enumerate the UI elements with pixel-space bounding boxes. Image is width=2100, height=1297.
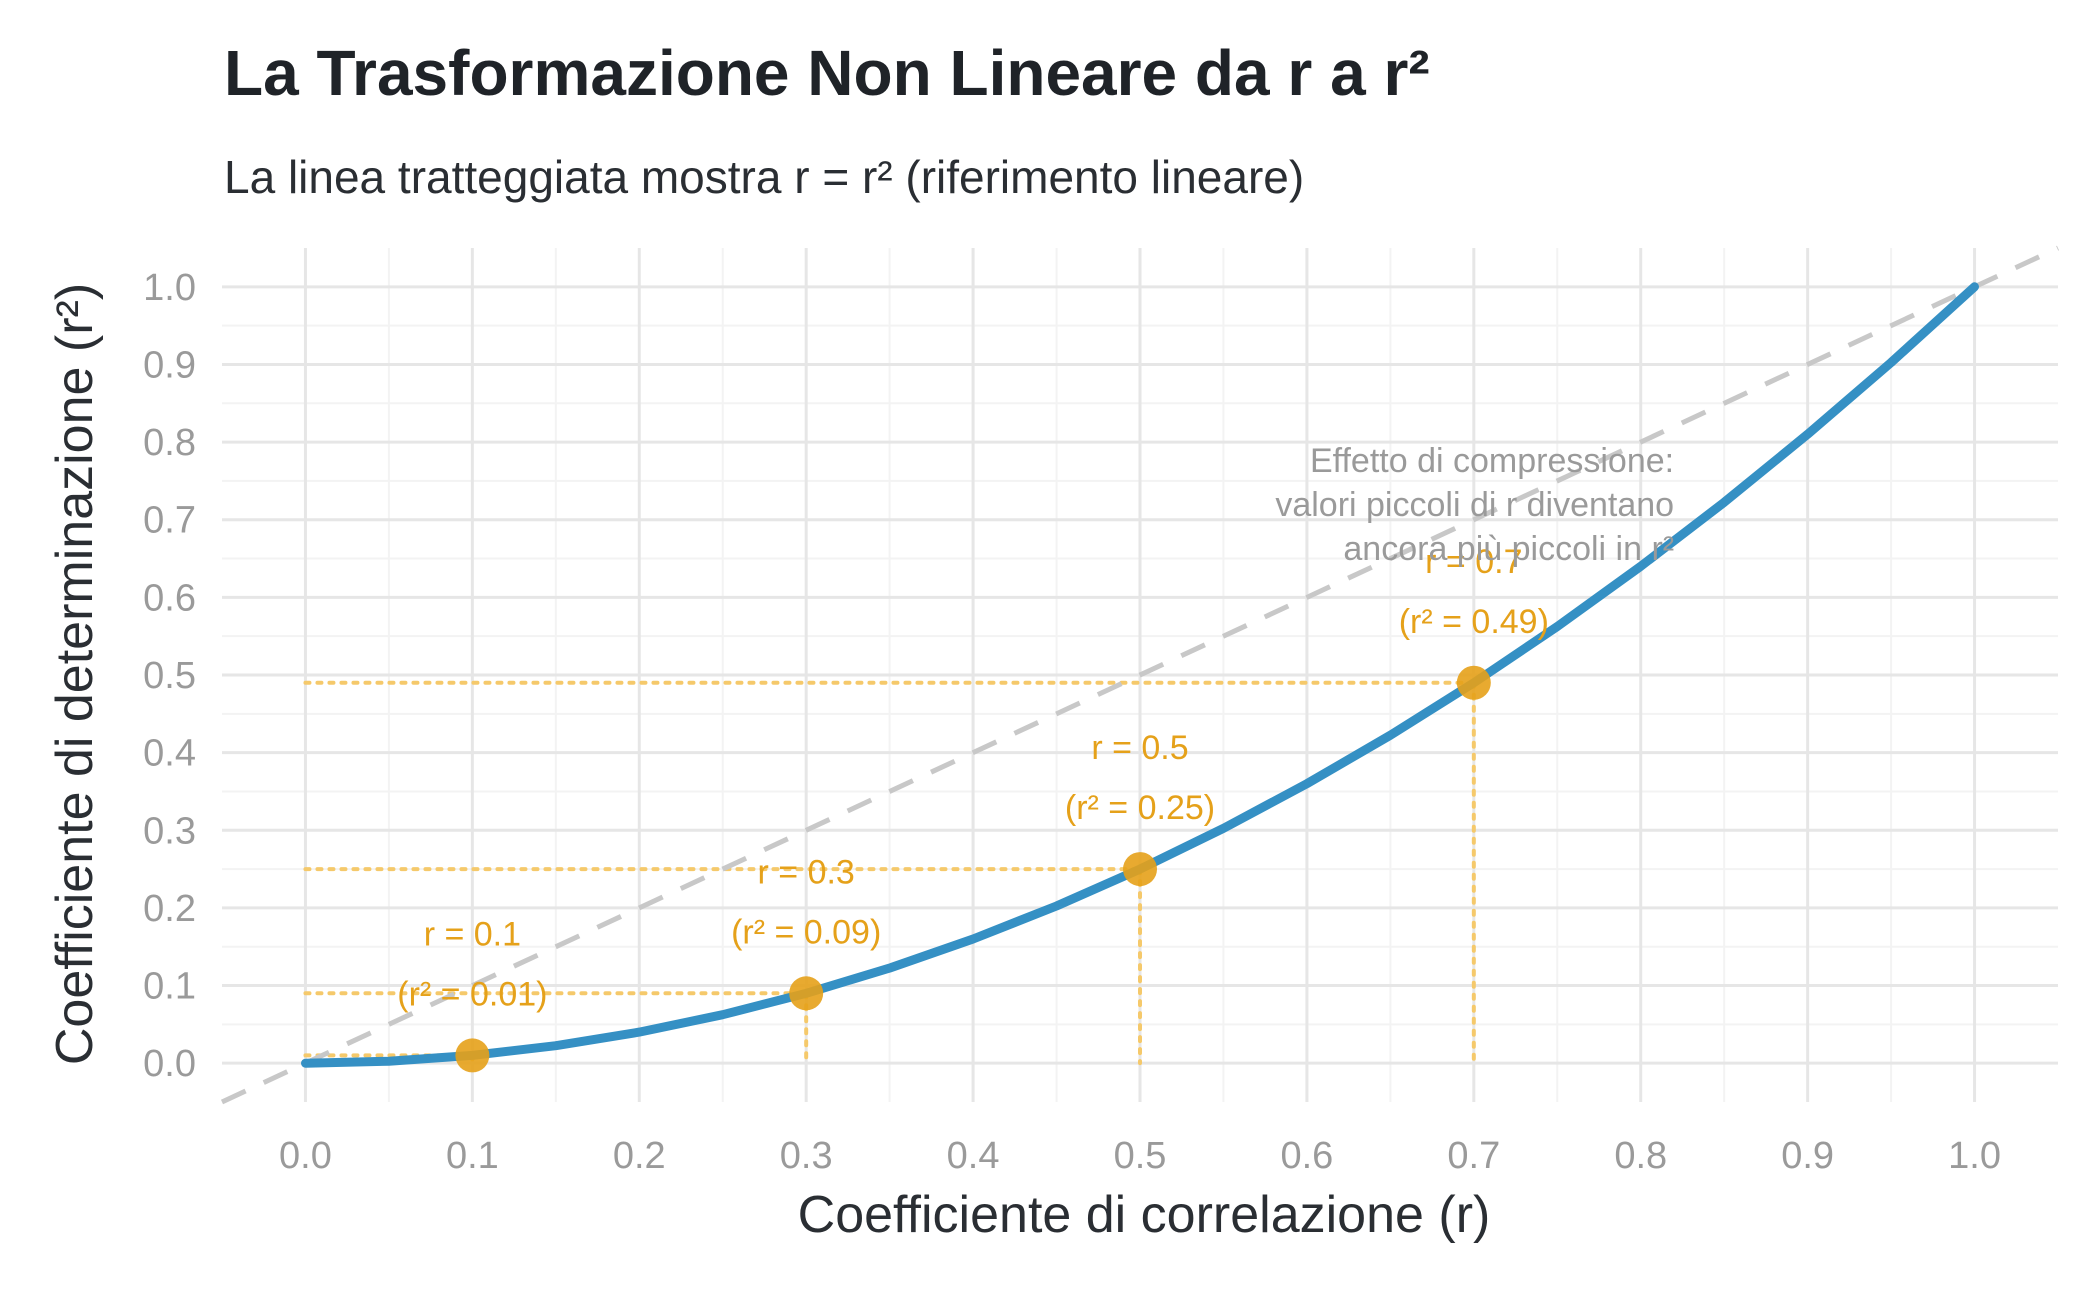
x-tick-label: 0.7 bbox=[1447, 1135, 1500, 1177]
point-label-r: r = 0.3 bbox=[758, 853, 855, 891]
grid bbox=[222, 248, 2058, 1102]
highlight-point bbox=[1456, 665, 1491, 700]
chart-title: La Trasformazione Non Lineare da r a r² bbox=[224, 37, 1430, 109]
highlight-point bbox=[1123, 852, 1157, 887]
chart-subtitle: La linea tratteggiata mostra r = r² (rif… bbox=[224, 151, 1305, 203]
point-labels: r = 0.1 (r² = 0.01) r = 0.3 (r² = 0.09) r = … bbox=[397, 543, 1549, 1014]
x-tick-label: 0.4 bbox=[947, 1135, 1000, 1177]
y-tick-label: 0.2 bbox=[143, 888, 196, 930]
annotation-line: ancora più piccoli in r² bbox=[1343, 530, 1674, 568]
y-tick-label: 0.1 bbox=[143, 966, 196, 1008]
x-tick-label: 0.1 bbox=[446, 1135, 499, 1177]
highlight-point bbox=[455, 1038, 490, 1073]
y-tick-label: 0.7 bbox=[143, 500, 196, 542]
guide-lines bbox=[303, 680, 1476, 1066]
reference-line bbox=[220, 245, 2060, 1105]
x-axis-title: Coefficiente di correlazione (r) bbox=[798, 1186, 1491, 1244]
y-tick-label: 0.9 bbox=[143, 344, 196, 386]
point-label-r2: (r² = 0.49) bbox=[1399, 603, 1549, 641]
point-label-r: r = 0.7 bbox=[1425, 543, 1522, 581]
reference-line-layer bbox=[220, 245, 2060, 1105]
x-tick-label: 0.2 bbox=[613, 1135, 666, 1177]
x-tick-label: 0.6 bbox=[1280, 1135, 1333, 1177]
y-tick-label: 0.5 bbox=[143, 655, 196, 697]
highlight-points bbox=[455, 665, 1491, 1073]
point-label-r2: (r² = 0.25) bbox=[1065, 789, 1215, 827]
x-tick-label: 0.8 bbox=[1614, 1135, 1667, 1177]
x-tick-label: 0.9 bbox=[1781, 1135, 1834, 1177]
y-tick-label: 0.6 bbox=[143, 577, 196, 619]
y-tick-label: 0.8 bbox=[143, 422, 196, 464]
y-tick-label: 0.4 bbox=[143, 733, 196, 775]
x-tick-label: 0.0 bbox=[279, 1135, 332, 1177]
annotation-line: valori piccoli di r diventano bbox=[1275, 486, 1674, 524]
highlight-point bbox=[789, 976, 824, 1011]
annotation-line: Effetto di compressione: bbox=[1310, 442, 1674, 480]
point-label-r2: (r² = 0.09) bbox=[731, 913, 881, 951]
x-tick-label: 1.0 bbox=[1948, 1135, 2001, 1177]
annotation: Effetto di compressione: valori piccoli d… bbox=[1275, 442, 1674, 568]
y-tick-label: 1.0 bbox=[143, 267, 196, 309]
x-tick-label: 0.5 bbox=[1114, 1135, 1167, 1177]
point-label-r: r = 0.5 bbox=[1091, 729, 1188, 767]
point-label-r2: (r² = 0.01) bbox=[397, 975, 547, 1013]
y-tick-label: 0.3 bbox=[143, 810, 196, 852]
y-axis-title: Coefficiente di determinazione (r²) bbox=[46, 283, 104, 1065]
x-tick-label: 0.3 bbox=[780, 1135, 833, 1177]
y-tick-label: 0.0 bbox=[143, 1043, 196, 1085]
point-label-r: r = 0.1 bbox=[424, 915, 521, 953]
axis-ticks: 0.0 0.1 0.2 0.3 0.4 0.5 0.6 0.7 0.8 0.9 1.0 0.0 0.1 0… bbox=[143, 267, 2001, 1177]
